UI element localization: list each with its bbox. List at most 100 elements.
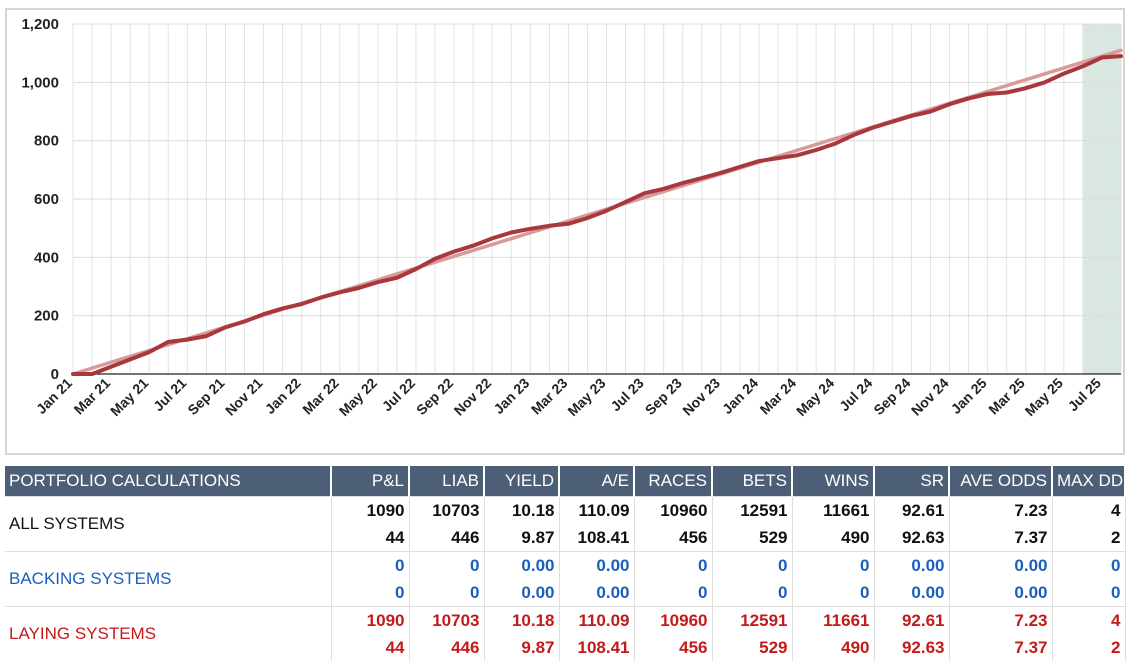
table-cell: 0 bbox=[409, 551, 485, 579]
y-tick-label: 1,000 bbox=[21, 74, 59, 91]
x-tick-label: Sep 23 bbox=[642, 375, 685, 418]
pnl-chart: 0 200 400 600 800 1,000 1,200 Jan 21 Mar 21 May 2… bbox=[5, 8, 1125, 455]
portfolio-table: PORTFOLIO CALCULATIONS P&L LIAB YIELD A/… bbox=[5, 466, 1126, 661]
table-cell: 456 bbox=[634, 524, 713, 552]
table-cell: 0 bbox=[1052, 579, 1126, 607]
table-cell: 0 bbox=[331, 551, 410, 579]
table-cell: 7.23 bbox=[949, 606, 1053, 634]
group-all-systems-label: ALL SYSTEMS bbox=[5, 496, 332, 552]
table-cell: 0 bbox=[1052, 551, 1126, 579]
table-row: 44 446 9.87 108.41 456 529 490 92.63 7.37 2 bbox=[5, 524, 1126, 552]
table-cell: 11661 bbox=[792, 606, 875, 634]
y-tick-label: 600 bbox=[34, 191, 59, 208]
x-tick-label: Jan 23 bbox=[490, 375, 532, 417]
col-header-ae: A/E bbox=[559, 466, 635, 497]
col-header-sr: SR bbox=[874, 466, 950, 497]
table-cell: 0.00 bbox=[559, 579, 635, 607]
x-tick-label: May 22 bbox=[336, 375, 380, 419]
x-tick-label: Jan 24 bbox=[719, 375, 761, 417]
col-header-wins: WINS bbox=[792, 466, 875, 497]
table-cell: 0.00 bbox=[559, 551, 635, 579]
table-cell: 2 bbox=[1052, 634, 1126, 661]
table-cell: 0 bbox=[792, 551, 875, 579]
col-header-yield: YIELD bbox=[484, 466, 560, 497]
y-tick-label: 1,200 bbox=[21, 16, 59, 33]
x-tick-label: Jan 22 bbox=[262, 375, 304, 417]
x-tick-label: Mar 24 bbox=[757, 375, 800, 418]
table-row: 44 446 9.87 108.41 456 529 490 92.63 7.37 2 bbox=[5, 634, 1126, 661]
table-cell: 0.00 bbox=[484, 579, 560, 607]
x-tick-label: Jul 24 bbox=[836, 375, 876, 415]
x-tick-label: Jul 22 bbox=[379, 375, 419, 415]
x-tick-label: Jul 23 bbox=[607, 375, 647, 415]
group-laying-systems-label: LAYING SYSTEMS bbox=[5, 606, 332, 661]
x-tick-label: Nov 21 bbox=[222, 375, 266, 419]
table-cell: 7.23 bbox=[949, 496, 1053, 524]
col-header-max-dd: MAX DD bbox=[1052, 466, 1126, 497]
table-row: ALL SYSTEMS 1090 10703 10.18 110.09 10960 1259… bbox=[5, 496, 1126, 552]
table-cell: 108.41 bbox=[559, 524, 635, 552]
table-cell: 7.37 bbox=[949, 524, 1053, 552]
x-tick-label: Sep 22 bbox=[413, 375, 456, 418]
table-cell: 0 bbox=[712, 579, 793, 607]
table-cell: 10703 bbox=[409, 496, 485, 524]
x-tick-label: Jul 21 bbox=[150, 375, 190, 415]
table-cell: 0.00 bbox=[874, 579, 950, 607]
table-cell: 10960 bbox=[634, 606, 713, 634]
table-cell: 9.87 bbox=[484, 634, 560, 661]
x-tick-label: May 24 bbox=[793, 375, 837, 419]
table-cell: 10960 bbox=[634, 496, 713, 524]
table-header-row: PORTFOLIO CALCULATIONS P&L LIAB YIELD A/… bbox=[5, 466, 1126, 497]
table-cell: 92.63 bbox=[874, 524, 950, 552]
table-cell: 0 bbox=[409, 579, 485, 607]
table-cell: 446 bbox=[409, 524, 485, 552]
table-cell: 0 bbox=[792, 579, 875, 607]
table-cell: 108.41 bbox=[559, 634, 635, 661]
table-cell: 0 bbox=[712, 551, 793, 579]
x-tick-label: Nov 24 bbox=[908, 375, 952, 419]
col-header-bets: BETS bbox=[712, 466, 793, 497]
x-tick-label: Mar 23 bbox=[528, 375, 571, 418]
x-tick-label: Mar 25 bbox=[985, 375, 1028, 418]
y-tick-label: 200 bbox=[34, 308, 59, 325]
table-cell: 10.18 bbox=[484, 496, 560, 524]
table-cell: 2 bbox=[1052, 524, 1126, 552]
table-cell: 44 bbox=[331, 634, 410, 661]
table-cell: 4 bbox=[1052, 606, 1126, 634]
table-cell: 0 bbox=[634, 579, 713, 607]
x-tick-label: Jul 25 bbox=[1065, 375, 1105, 415]
x-tick-label: Mar 22 bbox=[299, 375, 342, 418]
col-header-liab: LIAB bbox=[409, 466, 485, 497]
y-tick-label: 0 bbox=[51, 366, 59, 383]
y-tick-label: 800 bbox=[34, 133, 59, 150]
table-cell: 446 bbox=[409, 634, 485, 661]
x-tick-label: Nov 23 bbox=[679, 375, 723, 419]
table-cell: 12591 bbox=[712, 606, 793, 634]
table-cell: 92.63 bbox=[874, 634, 950, 661]
col-header-pnl: P&L bbox=[331, 466, 410, 497]
x-tick-label: May 21 bbox=[107, 375, 151, 419]
table-cell: 529 bbox=[712, 634, 793, 661]
table-cell: 9.87 bbox=[484, 524, 560, 552]
x-tick-label: May 23 bbox=[564, 375, 608, 419]
table-cell: 0.00 bbox=[949, 579, 1053, 607]
table-cell: 11661 bbox=[792, 496, 875, 524]
table-cell: 1090 bbox=[331, 496, 410, 524]
table-cell: 490 bbox=[792, 634, 875, 661]
table-cell: 0.00 bbox=[949, 551, 1053, 579]
table-cell: 92.61 bbox=[874, 606, 950, 634]
table-cell: 0.00 bbox=[484, 551, 560, 579]
x-tick-label: Jan 25 bbox=[948, 375, 990, 417]
table-cell: 1090 bbox=[331, 606, 410, 634]
table-cell: 0 bbox=[634, 551, 713, 579]
y-tick-label: 400 bbox=[34, 249, 59, 266]
table-cell: 529 bbox=[712, 524, 793, 552]
table-cell: 7.37 bbox=[949, 634, 1053, 661]
x-tick-label: Sep 24 bbox=[870, 375, 913, 418]
table-cell: 12591 bbox=[712, 496, 793, 524]
table-cell: 4 bbox=[1052, 496, 1126, 524]
table-cell: 490 bbox=[792, 524, 875, 552]
portfolio-table-body: ALL SYSTEMS 1090 10703 10.18 110.09 10960 1259… bbox=[5, 496, 1126, 661]
table-cell: 0 bbox=[331, 579, 410, 607]
